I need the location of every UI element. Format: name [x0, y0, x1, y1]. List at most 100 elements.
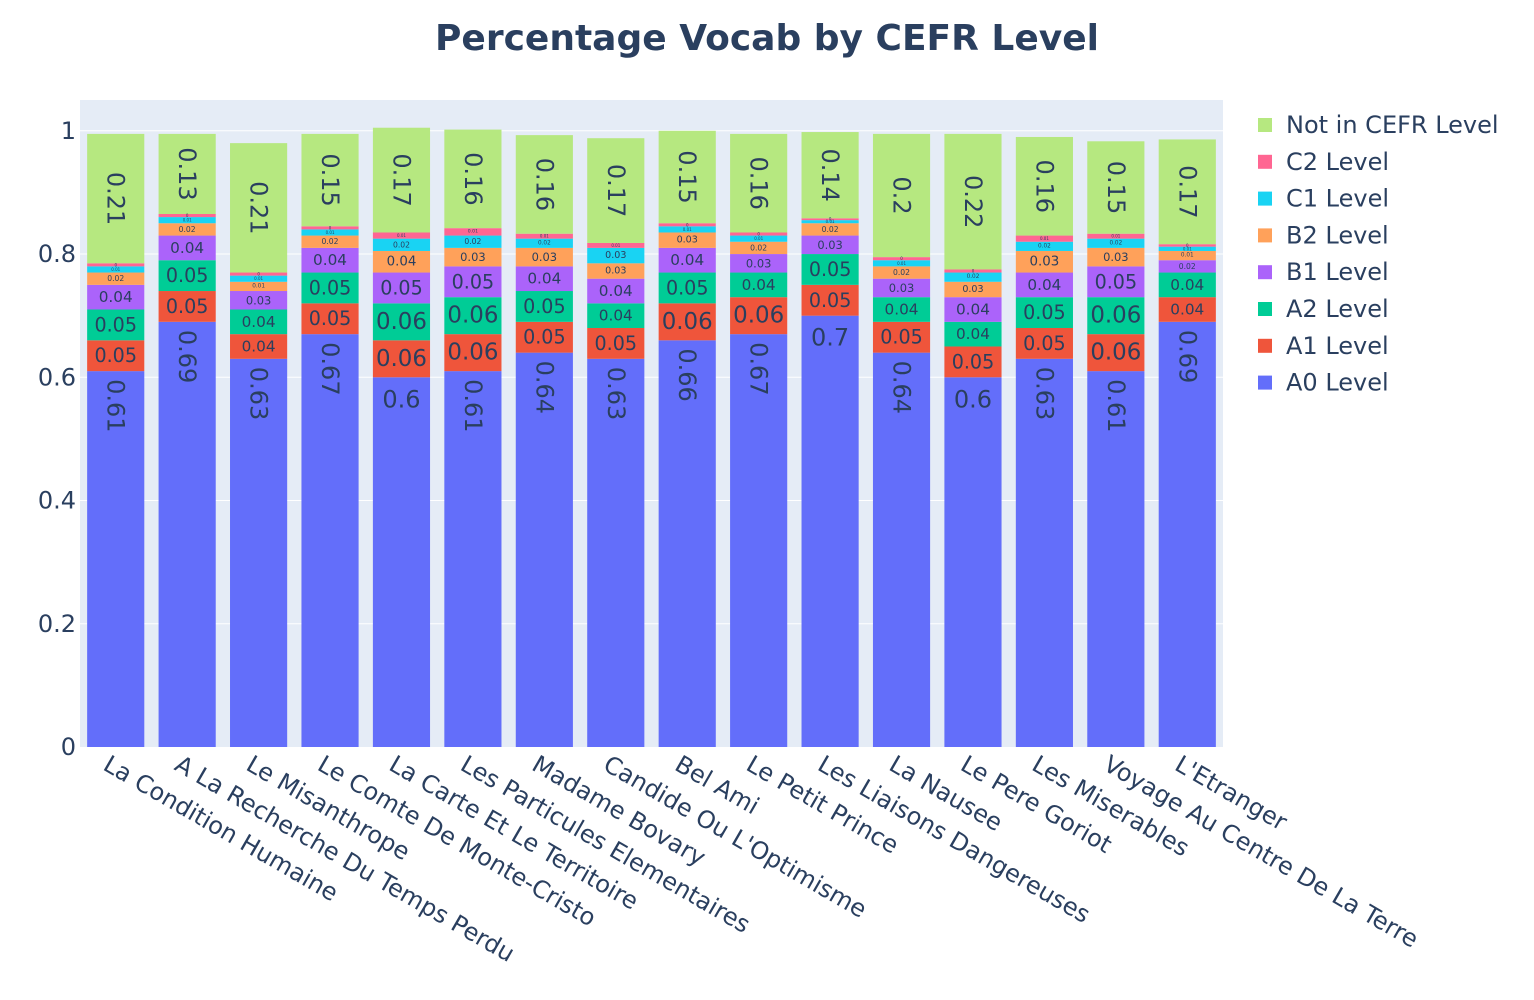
bar-segment[interactable]: [944, 281, 1002, 298]
bar-segment[interactable]: [1015, 250, 1073, 273]
bar-segment[interactable]: [1158, 139, 1216, 245]
bar-segment[interactable]: [1087, 334, 1145, 372]
legend-item[interactable]: A1 Level: [1258, 332, 1389, 360]
bar-segment[interactable]: [1015, 272, 1073, 298]
bar-segment[interactable]: [158, 235, 216, 261]
bar-segment[interactable]: [1158, 246, 1216, 251]
bar-segment[interactable]: [372, 340, 431, 378]
bar-segment[interactable]: [658, 340, 716, 747]
bar-segment[interactable]: [515, 233, 573, 239]
bar-segment[interactable]: [301, 272, 359, 304]
bar-segment[interactable]: [1087, 233, 1145, 239]
bar-segment[interactable]: [1015, 136, 1073, 236]
bar-segment[interactable]: [230, 272, 288, 276]
bar-segment[interactable]: [372, 303, 431, 341]
legend-item[interactable]: Not in CEFR Level: [1258, 111, 1499, 139]
bar-segment[interactable]: [301, 226, 359, 230]
bar-segment[interactable]: [87, 266, 145, 273]
bar-segment[interactable]: [730, 272, 788, 298]
bar-segment[interactable]: [372, 238, 431, 251]
bar-segment[interactable]: [587, 247, 645, 264]
bar-segment[interactable]: [87, 309, 145, 341]
bar-segment[interactable]: [158, 291, 216, 322]
bar-segment[interactable]: [1015, 358, 1073, 747]
bar-segment[interactable]: [944, 297, 1002, 322]
bar-segment[interactable]: [587, 303, 645, 328]
bar-segment[interactable]: [158, 217, 216, 224]
bar-segment[interactable]: [872, 260, 931, 267]
legend-item[interactable]: A2 Level: [1258, 295, 1389, 323]
bar-segment[interactable]: [587, 358, 645, 747]
bar-segment[interactable]: [944, 269, 1002, 273]
bar-segment[interactable]: [587, 263, 645, 279]
bar-segment[interactable]: [730, 235, 788, 242]
bar-segment[interactable]: [801, 254, 859, 285]
bar-segment[interactable]: [444, 334, 502, 372]
bar-segment[interactable]: [158, 213, 216, 218]
bar-segment[interactable]: [658, 232, 716, 248]
bar-segment[interactable]: [801, 315, 859, 747]
bar-segment[interactable]: [944, 133, 1002, 270]
bar-segment[interactable]: [87, 272, 145, 285]
bar-segment[interactable]: [872, 133, 931, 258]
bar-segment[interactable]: [1087, 247, 1145, 267]
bar-segment[interactable]: [444, 129, 502, 229]
bar-segment[interactable]: [658, 247, 716, 273]
bar-segment[interactable]: [801, 235, 859, 255]
bar-segment[interactable]: [444, 297, 502, 335]
bar-segment[interactable]: [301, 334, 359, 747]
legend-item[interactable]: B1 Level: [1258, 258, 1389, 286]
bar-segment[interactable]: [730, 133, 788, 233]
bar-segment[interactable]: [230, 275, 288, 282]
bar-segment[interactable]: [515, 291, 573, 322]
bar-segment[interactable]: [872, 352, 931, 747]
bar-segment[interactable]: [1087, 371, 1145, 747]
bar-segment[interactable]: [872, 278, 931, 298]
bar-segment[interactable]: [87, 133, 145, 264]
bar-segment[interactable]: [158, 133, 216, 214]
bar-segment[interactable]: [801, 223, 859, 236]
bar-segment[interactable]: [658, 130, 716, 224]
bar-segment[interactable]: [801, 218, 859, 221]
bar-segment[interactable]: [444, 371, 502, 747]
bar-segment[interactable]: [230, 281, 288, 292]
bar-segment[interactable]: [87, 340, 145, 372]
bar-segment[interactable]: [372, 250, 431, 273]
legend[interactable]: Not in CEFR Level C2 Level C1 Level B2 Leve…: [1258, 111, 1499, 397]
bar-segment[interactable]: [658, 223, 716, 227]
bar-segment[interactable]: [587, 242, 645, 248]
bar-segment[interactable]: [301, 235, 359, 248]
bar-segment[interactable]: [730, 297, 788, 335]
bar-segment[interactable]: [301, 247, 359, 273]
bar-segment[interactable]: [944, 321, 1002, 347]
bar-segment[interactable]: [801, 284, 859, 316]
bar-segment[interactable]: [801, 220, 859, 224]
bar-segment[interactable]: [87, 263, 145, 267]
bar-segment[interactable]: [658, 226, 716, 233]
bar-segment[interactable]: [730, 334, 788, 747]
bar-segment[interactable]: [515, 352, 573, 747]
bar-segment[interactable]: [1015, 327, 1073, 359]
bar-segment[interactable]: [587, 138, 645, 243]
bar-segment[interactable]: [444, 228, 502, 236]
bar-segment[interactable]: [1015, 297, 1073, 328]
bar-segment[interactable]: [372, 377, 431, 747]
legend-item[interactable]: B2 Level: [1258, 221, 1389, 249]
bar-segment[interactable]: [730, 241, 788, 255]
bar-segment[interactable]: [944, 377, 1002, 747]
bar-segment[interactable]: [1158, 250, 1216, 261]
bar-segment[interactable]: [87, 284, 145, 310]
bar-segment[interactable]: [230, 334, 288, 359]
bar-segment[interactable]: [1158, 244, 1216, 247]
bar-segment[interactable]: [1158, 260, 1216, 273]
bar-segment[interactable]: [872, 257, 931, 261]
bar-segment[interactable]: [372, 232, 431, 239]
bar-segment[interactable]: [230, 358, 288, 747]
bar-segment[interactable]: [372, 272, 431, 304]
bar-segment[interactable]: [587, 327, 645, 359]
bar-segment[interactable]: [872, 297, 931, 322]
bar-segment[interactable]: [1158, 297, 1216, 322]
legend-item[interactable]: C1 Level: [1258, 185, 1389, 213]
bar-segment[interactable]: [444, 235, 502, 248]
bar-segment[interactable]: [301, 229, 359, 236]
